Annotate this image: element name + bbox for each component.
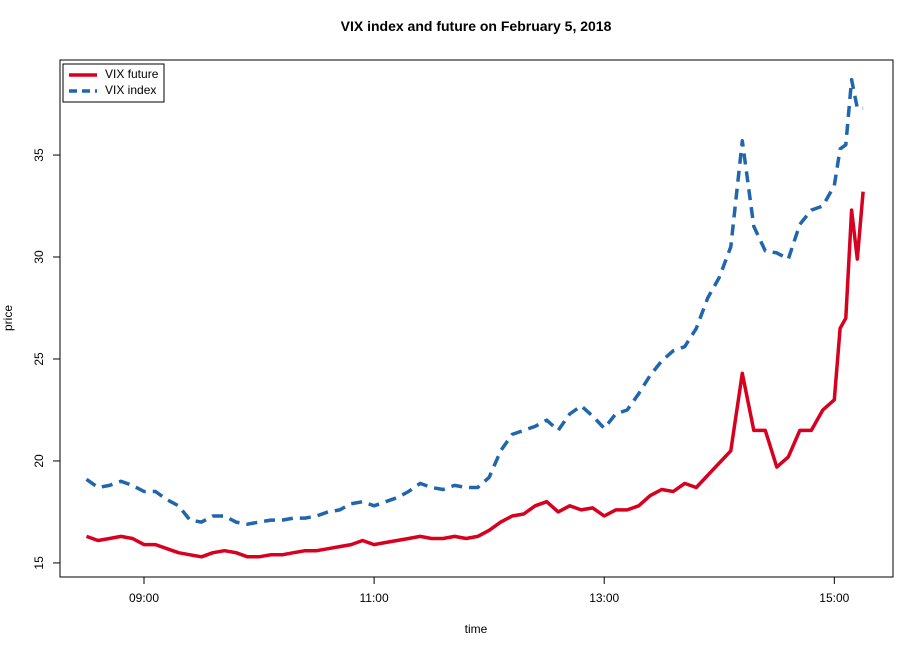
y-axis-label: price [1, 305, 15, 331]
series-line [85, 77, 864, 526]
y-tick-label: 15 [32, 556, 46, 570]
y-tick-label: 30 [32, 250, 46, 264]
series-line [85, 191, 865, 559]
chart-title: VIX index and future on February 5, 2018 [341, 18, 612, 34]
y-tick-label: 35 [32, 148, 46, 162]
legend-box [62, 63, 165, 103]
x-axis-label: time [465, 622, 488, 636]
y-tick-label: 25 [32, 352, 46, 366]
x-tick-label: 09:00 [129, 591, 159, 605]
legend-label: VIX future [105, 67, 159, 81]
x-tick-label: 11:00 [360, 591, 389, 605]
y-tick-label: 20 [32, 454, 46, 468]
plot-frame [59, 59, 894, 578]
x-tick-label: 13:00 [589, 591, 619, 605]
legend: VIX future VIX index [62, 63, 165, 103]
x-tick-label: 15:00 [819, 591, 849, 605]
legend-label: VIX index [105, 83, 156, 97]
